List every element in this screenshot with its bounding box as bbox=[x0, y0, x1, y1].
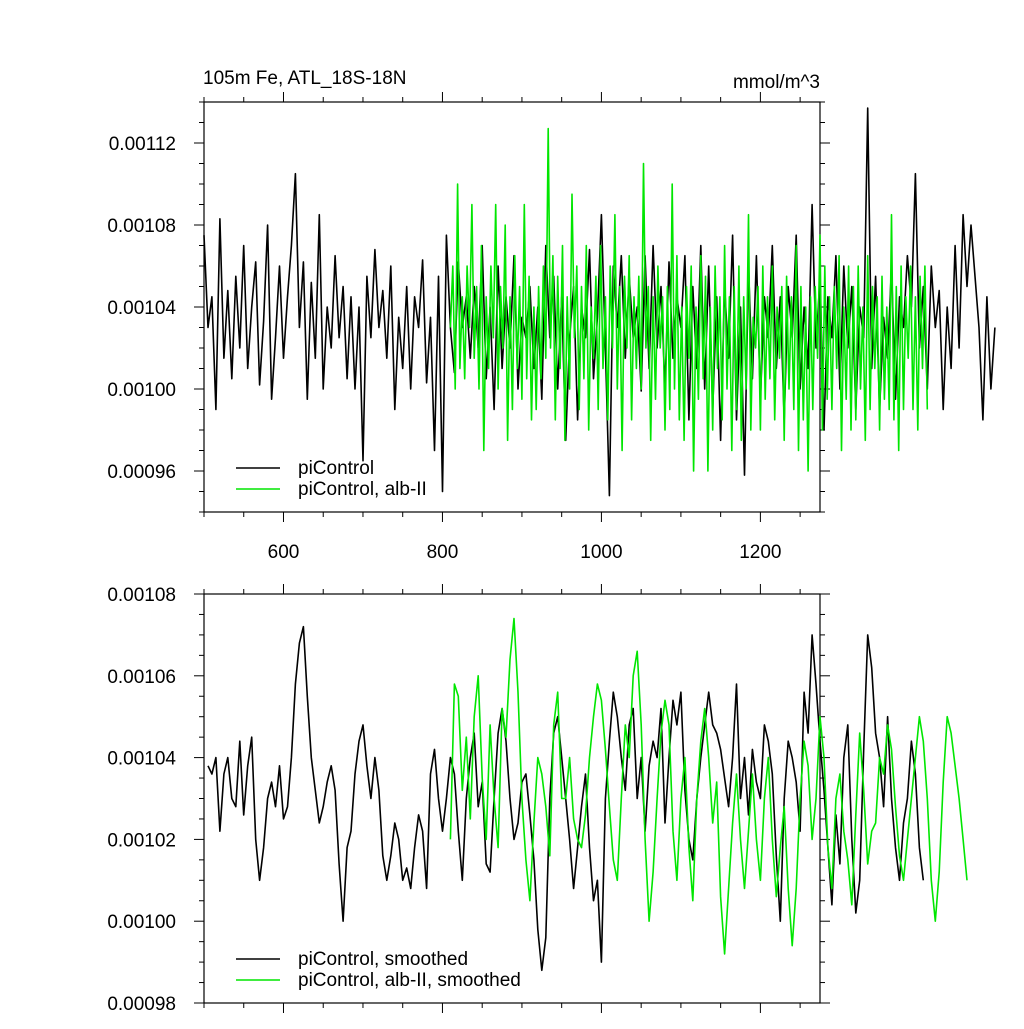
panel1-legend-label: piControl bbox=[298, 458, 374, 479]
panel1-ytick-label: 0.00100 bbox=[107, 380, 176, 401]
panel2-ytick-label: 0.00106 bbox=[107, 667, 176, 688]
panel2-ytick-label: 0.00102 bbox=[107, 830, 176, 851]
chart-title: 105m Fe, ATL_18S-18N bbox=[203, 68, 407, 89]
panel2-ytick-label: 0.00098 bbox=[107, 994, 176, 1015]
panel1-xtick-label: 1000 bbox=[580, 542, 622, 563]
panel2-series-alb-ii-line bbox=[449, 617, 968, 955]
panel2-legend-label: piControl, alb-II, smoothed bbox=[298, 970, 521, 991]
panel1-ytick-label: 0.00108 bbox=[107, 216, 176, 237]
panel1-xtick-label: 800 bbox=[427, 542, 459, 563]
panel2-legend-label: piControl, smoothed bbox=[298, 949, 468, 970]
panel2-ytick-label: 0.00108 bbox=[107, 585, 176, 606]
panel1-xtick-label: 1200 bbox=[739, 542, 781, 563]
panel1-series-alb-ii-line bbox=[449, 127, 929, 472]
panel1-ytick-label: 0.00096 bbox=[107, 462, 176, 483]
panel2-ytick-label: 0.00104 bbox=[107, 749, 176, 770]
panel2-ytick-label: 0.00100 bbox=[107, 912, 176, 933]
units-label: mmol/m^3 bbox=[732, 72, 820, 93]
panel1-xtick-label: 600 bbox=[268, 542, 300, 563]
panel1-ytick-label: 0.00112 bbox=[109, 134, 176, 155]
panel1-legend-label: piControl, alb-II bbox=[298, 479, 427, 500]
panel1-ytick-label: 0.00104 bbox=[107, 298, 176, 319]
